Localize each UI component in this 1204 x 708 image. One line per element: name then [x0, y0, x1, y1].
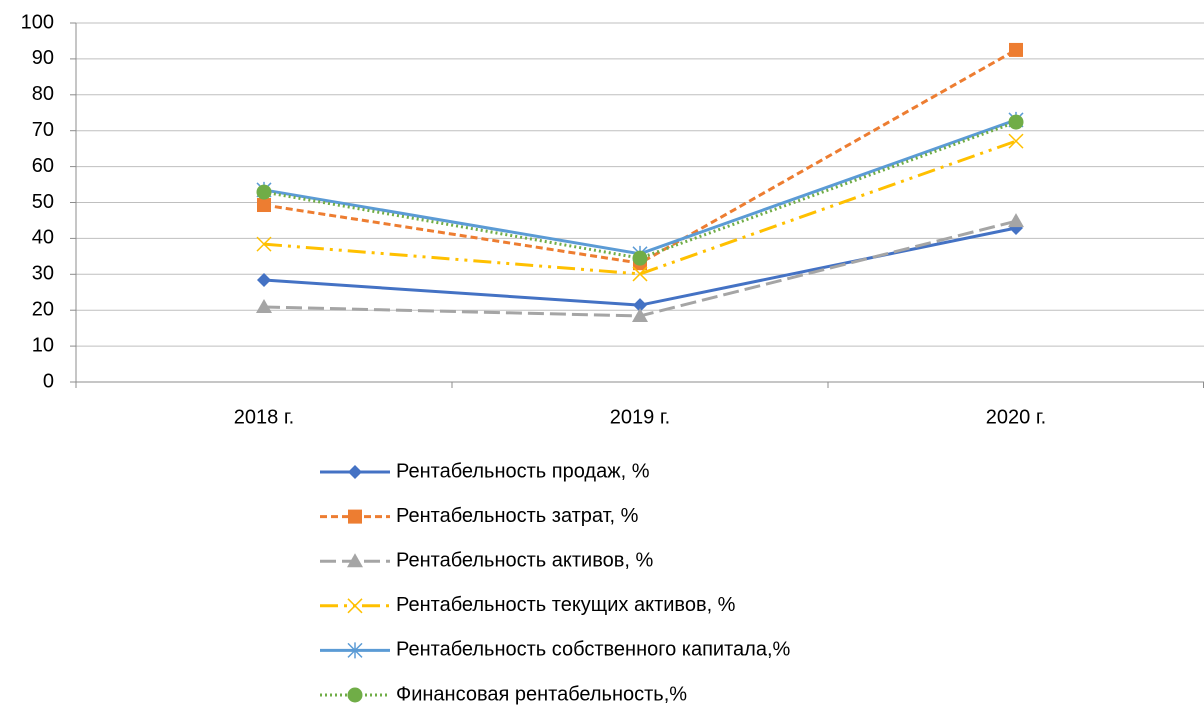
x-tick-label: 2020 г. [986, 406, 1046, 428]
legend-label: Рентабельность продаж, % [396, 460, 650, 482]
marker [256, 184, 272, 200]
legend-label: Финансовая рентабельность,% [396, 683, 687, 705]
marker [256, 236, 272, 252]
y-tick-label: 90 [32, 47, 54, 69]
series-line [263, 48, 1017, 265]
marker [633, 298, 647, 313]
y-tick-label: 80 [32, 83, 54, 105]
marker [348, 509, 362, 524]
y-tick-label: 30 [32, 263, 54, 285]
marker [256, 298, 272, 313]
marker [347, 642, 363, 659]
marker [1009, 42, 1023, 57]
x-tick-label: 2019 г. [610, 406, 670, 428]
y-tick-label: 100 [21, 11, 54, 33]
y-tick-label: 70 [32, 119, 54, 141]
marker [348, 465, 362, 479]
marker [632, 307, 648, 322]
legend-label: Рентабельность собственного капитала,% [396, 639, 791, 661]
marker [1008, 114, 1024, 130]
y-tick-label: 50 [32, 191, 54, 213]
series-line [263, 139, 1017, 276]
legend-label: Рентабельность текущих активов, % [396, 594, 736, 616]
series-line [263, 120, 1017, 260]
marker [257, 198, 271, 213]
series-line [263, 118, 1017, 256]
y-tick-label: 10 [32, 334, 54, 356]
marker [632, 266, 648, 282]
marker [347, 687, 363, 703]
marker [347, 553, 363, 568]
y-tick-label: 0 [43, 370, 54, 392]
marker [257, 273, 271, 288]
legend-label: Рентабельность затрат, % [396, 505, 639, 527]
marker [347, 598, 363, 614]
x-tick-label: 2018 г. [234, 406, 294, 428]
marker [632, 250, 648, 266]
legend-label: Рентабельность активов, % [396, 549, 653, 571]
marker [1008, 133, 1024, 149]
y-tick-label: 60 [32, 155, 54, 177]
marker [1008, 213, 1024, 228]
y-tick-label: 40 [32, 227, 54, 249]
y-tick-label: 20 [32, 298, 54, 320]
